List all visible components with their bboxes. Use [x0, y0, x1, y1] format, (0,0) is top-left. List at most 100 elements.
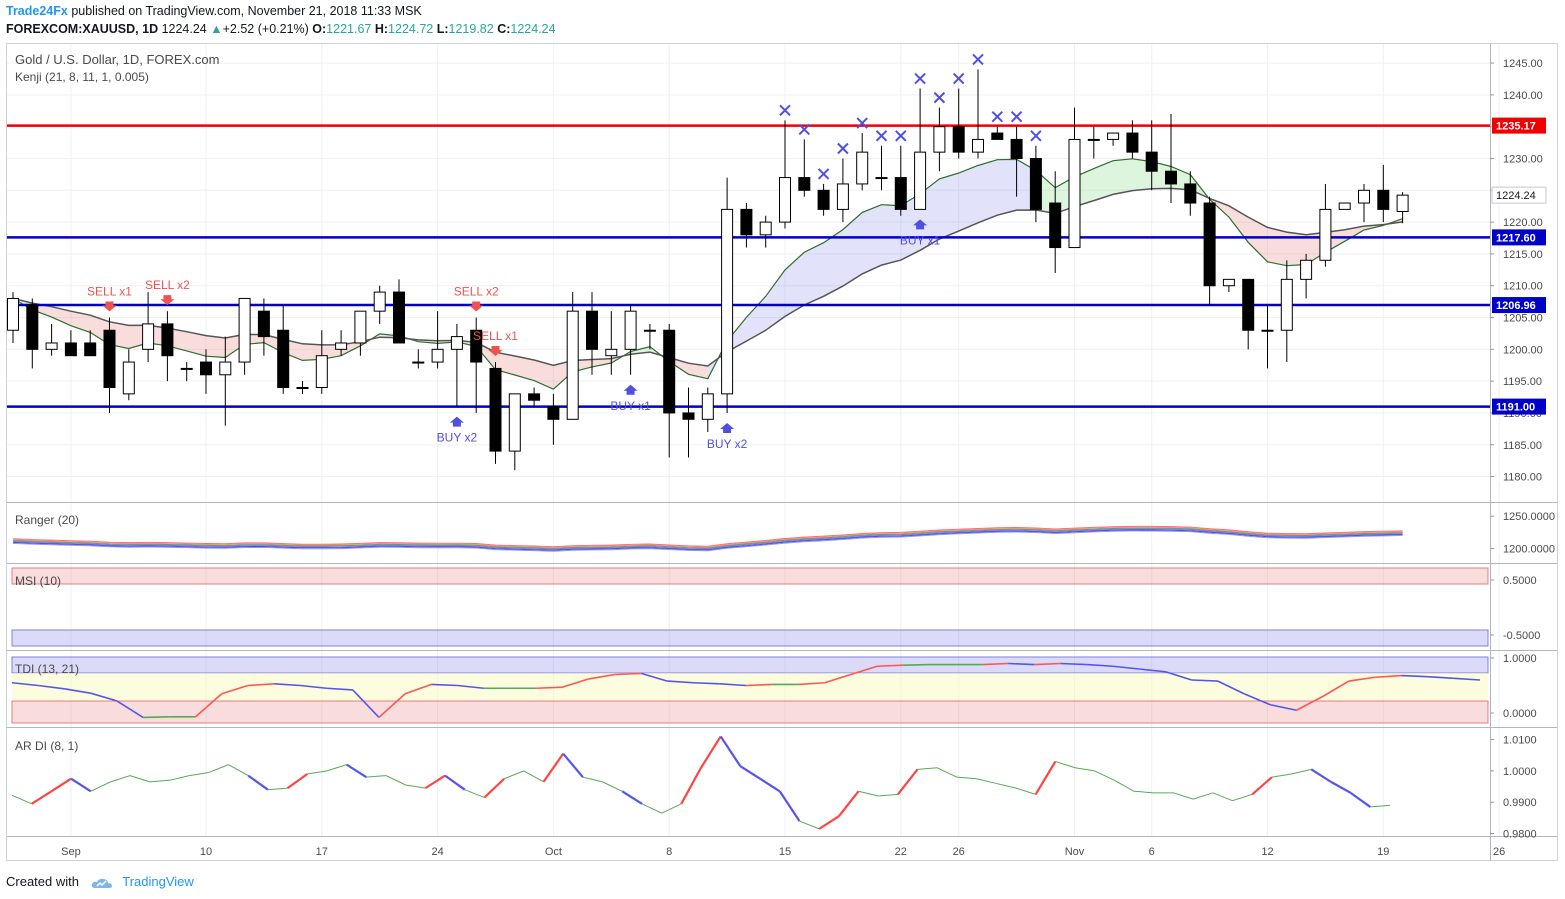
msi-upper-zone: [11, 567, 1489, 585]
tdi-line-segment: [1375, 674, 1402, 679]
candle-body: [933, 126, 946, 153]
candle-body: [663, 329, 676, 414]
sell-arrow-icon: [488, 346, 503, 357]
y-tick-label: 1220.00: [1503, 217, 1543, 229]
ma-cloud: [881, 204, 901, 266]
ardi-line-segment: [641, 803, 662, 814]
tdi-line-segment: [1034, 662, 1061, 666]
candle-body: [1145, 151, 1158, 172]
tdi-line-segment: [194, 693, 223, 718]
tradingview-link[interactable]: TradingView: [122, 874, 194, 889]
x-tick-label: 6: [1149, 846, 1155, 858]
ardi-line-segment: [562, 752, 584, 778]
tdi-line-segment: [877, 664, 904, 668]
ma-cloud: [1093, 160, 1114, 201]
high-value: 1224.72: [388, 22, 434, 36]
ardi-line-segment: [1173, 792, 1194, 800]
buy-signal-label: BUY x2: [437, 431, 478, 445]
candle-body: [393, 291, 405, 344]
candle-body: [7, 297, 19, 331]
candle-body: [412, 361, 425, 364]
y-tick-label: 0.9900: [1503, 797, 1537, 809]
tdi-line-segment: [11, 681, 39, 687]
candle-body: [1184, 183, 1197, 204]
ma-cloud: [939, 172, 959, 240]
ardi-line-segment: [1114, 779, 1135, 792]
candle-body: [972, 138, 984, 153]
ma-cloud: [186, 331, 206, 357]
chart-subtitle: Kenji (21, 8, 11, 1, 0.005): [15, 70, 149, 84]
candle-body: [296, 387, 309, 389]
level-label: 1206.96: [1496, 300, 1536, 312]
ardi-line-segment: [858, 790, 879, 797]
ardi-line-segment: [90, 781, 111, 792]
x-mark-icon: [933, 91, 946, 104]
ma-cloud: [997, 159, 1017, 216]
tdi-line-segment: [143, 716, 170, 719]
tdi-line-segment: [326, 687, 353, 691]
tdi-line-segment: [1453, 677, 1481, 681]
ardi-line-segment: [582, 776, 603, 783]
ma-cloud: [534, 360, 554, 390]
candle-body: [547, 406, 560, 420]
candle-body: [1107, 132, 1120, 140]
tdi-title: TDI (13, 21): [15, 662, 79, 676]
msi-lower-zone: [11, 629, 1489, 647]
ardi-title: AR DI (8, 1): [15, 739, 78, 753]
candle-body: [914, 151, 927, 210]
ardi-line-segment: [1310, 768, 1332, 783]
tdi-line-segment: [247, 683, 275, 687]
ranger-band-line: [12, 528, 1403, 550]
created-with-label: Created with: [6, 874, 79, 889]
ma-cloud: [823, 229, 843, 297]
tdi-line-segment: [588, 673, 616, 680]
y-tick-label: 1215.00: [1503, 249, 1543, 261]
tdi-line-segment: [1427, 675, 1454, 680]
tdi-line-segment: [274, 683, 301, 687]
ardi-line-segment: [976, 778, 997, 784]
tdi-line-segment: [1060, 662, 1087, 666]
ardi-line-segment: [366, 775, 387, 778]
level-label-bg: [1492, 297, 1546, 314]
candle-body: [103, 329, 116, 388]
ardi-line-segment: [31, 790, 52, 805]
ardi-line-segment: [110, 775, 131, 783]
tdi-line-segment: [1191, 679, 1218, 682]
candle-body: [991, 132, 1004, 140]
x-tick-label: Sep: [61, 846, 81, 858]
ardi-line-segment: [1291, 768, 1312, 775]
candle-body: [817, 189, 830, 210]
tdi-line-segment: [1348, 676, 1376, 682]
candle-body: [740, 208, 753, 236]
y-tick-label: 0.9800: [1503, 829, 1537, 841]
candle-body: [566, 310, 579, 420]
tdi-line-segment: [1165, 670, 1192, 681]
candle-body: [180, 367, 193, 370]
ardi-line-segment: [1055, 761, 1076, 769]
ma-cloud: [1113, 158, 1133, 195]
ardi-line-segment: [778, 790, 801, 822]
x-tick-label: 19: [1377, 846, 1389, 858]
ardi-line-segment: [326, 764, 347, 772]
candle-body: [605, 348, 618, 357]
msi-title: MSI (10): [15, 574, 61, 588]
open-value: 1221.67: [326, 22, 372, 36]
level-label: 1191.00: [1496, 402, 1535, 414]
level-label: 1217.60: [1496, 232, 1536, 244]
x-tick-label: 12: [1261, 846, 1273, 858]
y-tick-label: 0.0000: [1503, 708, 1537, 720]
ardi-line-segment: [700, 735, 722, 769]
author-link[interactable]: Trade24Fx: [6, 4, 68, 18]
ma-cloud: [1248, 217, 1268, 262]
candle-body: [257, 310, 270, 338]
y-tick-label: 1250.0000: [1503, 511, 1555, 523]
ardi-line-segment: [917, 767, 938, 770]
candle-body: [335, 342, 348, 350]
ardi-line-segment: [228, 764, 249, 777]
up-arrow-icon: ▲: [210, 22, 223, 36]
publish-info: published on TradingView.com, November 2…: [71, 4, 422, 18]
tdi-line-segment: [90, 692, 118, 702]
candle-body: [856, 151, 869, 185]
sell-signal-label: SELL x2: [145, 278, 190, 292]
